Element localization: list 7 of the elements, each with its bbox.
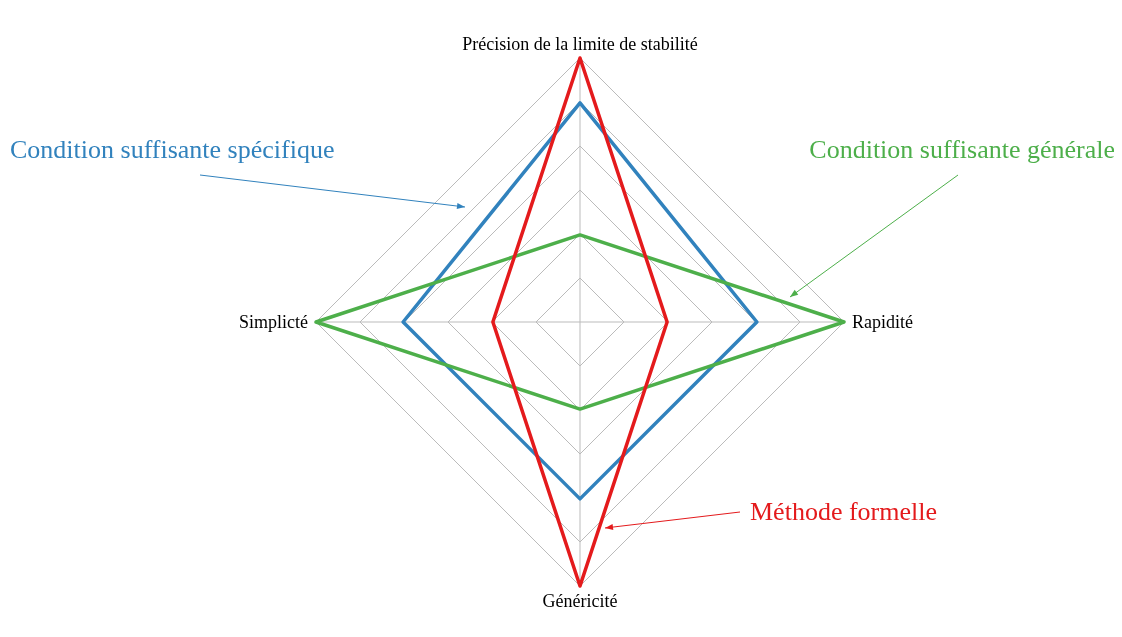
text: Condition suffisante générale (809, 135, 1115, 164)
spoke-label: Généricité (542, 590, 618, 611)
text: Condition suffisante spécifique (10, 135, 335, 164)
spoke-label: Simplicté (239, 312, 308, 333)
text: Méthode formelle (750, 497, 937, 526)
spoke-label: Rapidité (852, 312, 913, 333)
spoke-label: Précision de la limite de stabilité (462, 34, 698, 54)
